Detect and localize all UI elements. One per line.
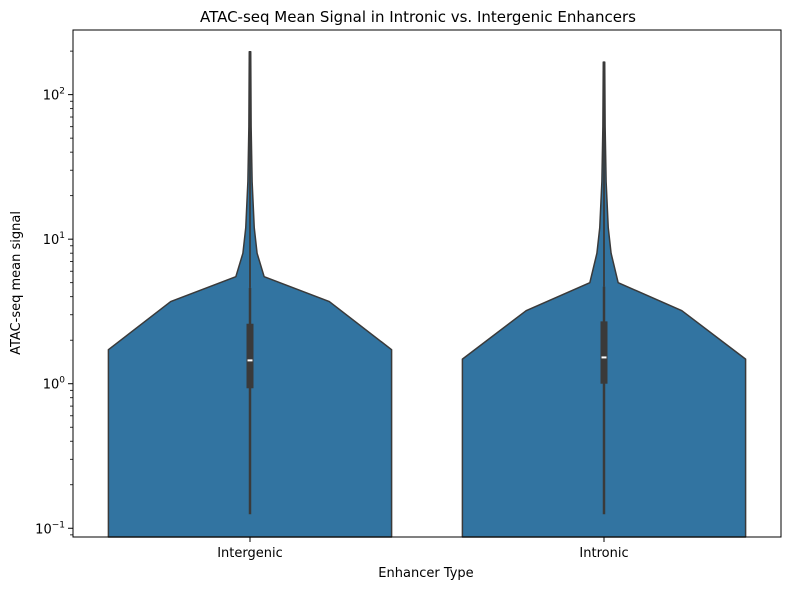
x-tick-label: Intronic — [579, 546, 628, 561]
y-tick-exponent: 2 — [59, 87, 65, 97]
y-tick-base: 10 — [43, 233, 60, 248]
iqr-box — [600, 321, 608, 384]
y-tick-label: 101 — [43, 231, 65, 248]
y-tick-exponent: 0 — [59, 376, 65, 386]
y-tick-exponent: 1 — [59, 231, 65, 241]
y-tick-base: 10 — [43, 89, 60, 104]
x-axis: Intergenic Intronic — [217, 537, 629, 561]
y-axis-label: ATAC-seq mean signal — [9, 211, 24, 355]
y-tick-label: 102 — [43, 87, 65, 104]
chart-title: ATAC-seq Mean Signal in Intronic vs. Int… — [200, 8, 636, 26]
x-axis-label: Enhancer Type — [378, 566, 473, 581]
y-tick-exponent: −1 — [52, 520, 65, 530]
y-tick-label: 10−1 — [35, 520, 65, 537]
y-tick-label: 100 — [43, 376, 66, 393]
y-tick-base: 10 — [35, 522, 52, 537]
y-tick-base: 10 — [43, 378, 60, 393]
plot-area — [107, 51, 747, 538]
axes-frame — [72, 29, 782, 538]
x-tick-label: Intergenic — [217, 546, 283, 561]
iqr-box — [246, 323, 254, 389]
